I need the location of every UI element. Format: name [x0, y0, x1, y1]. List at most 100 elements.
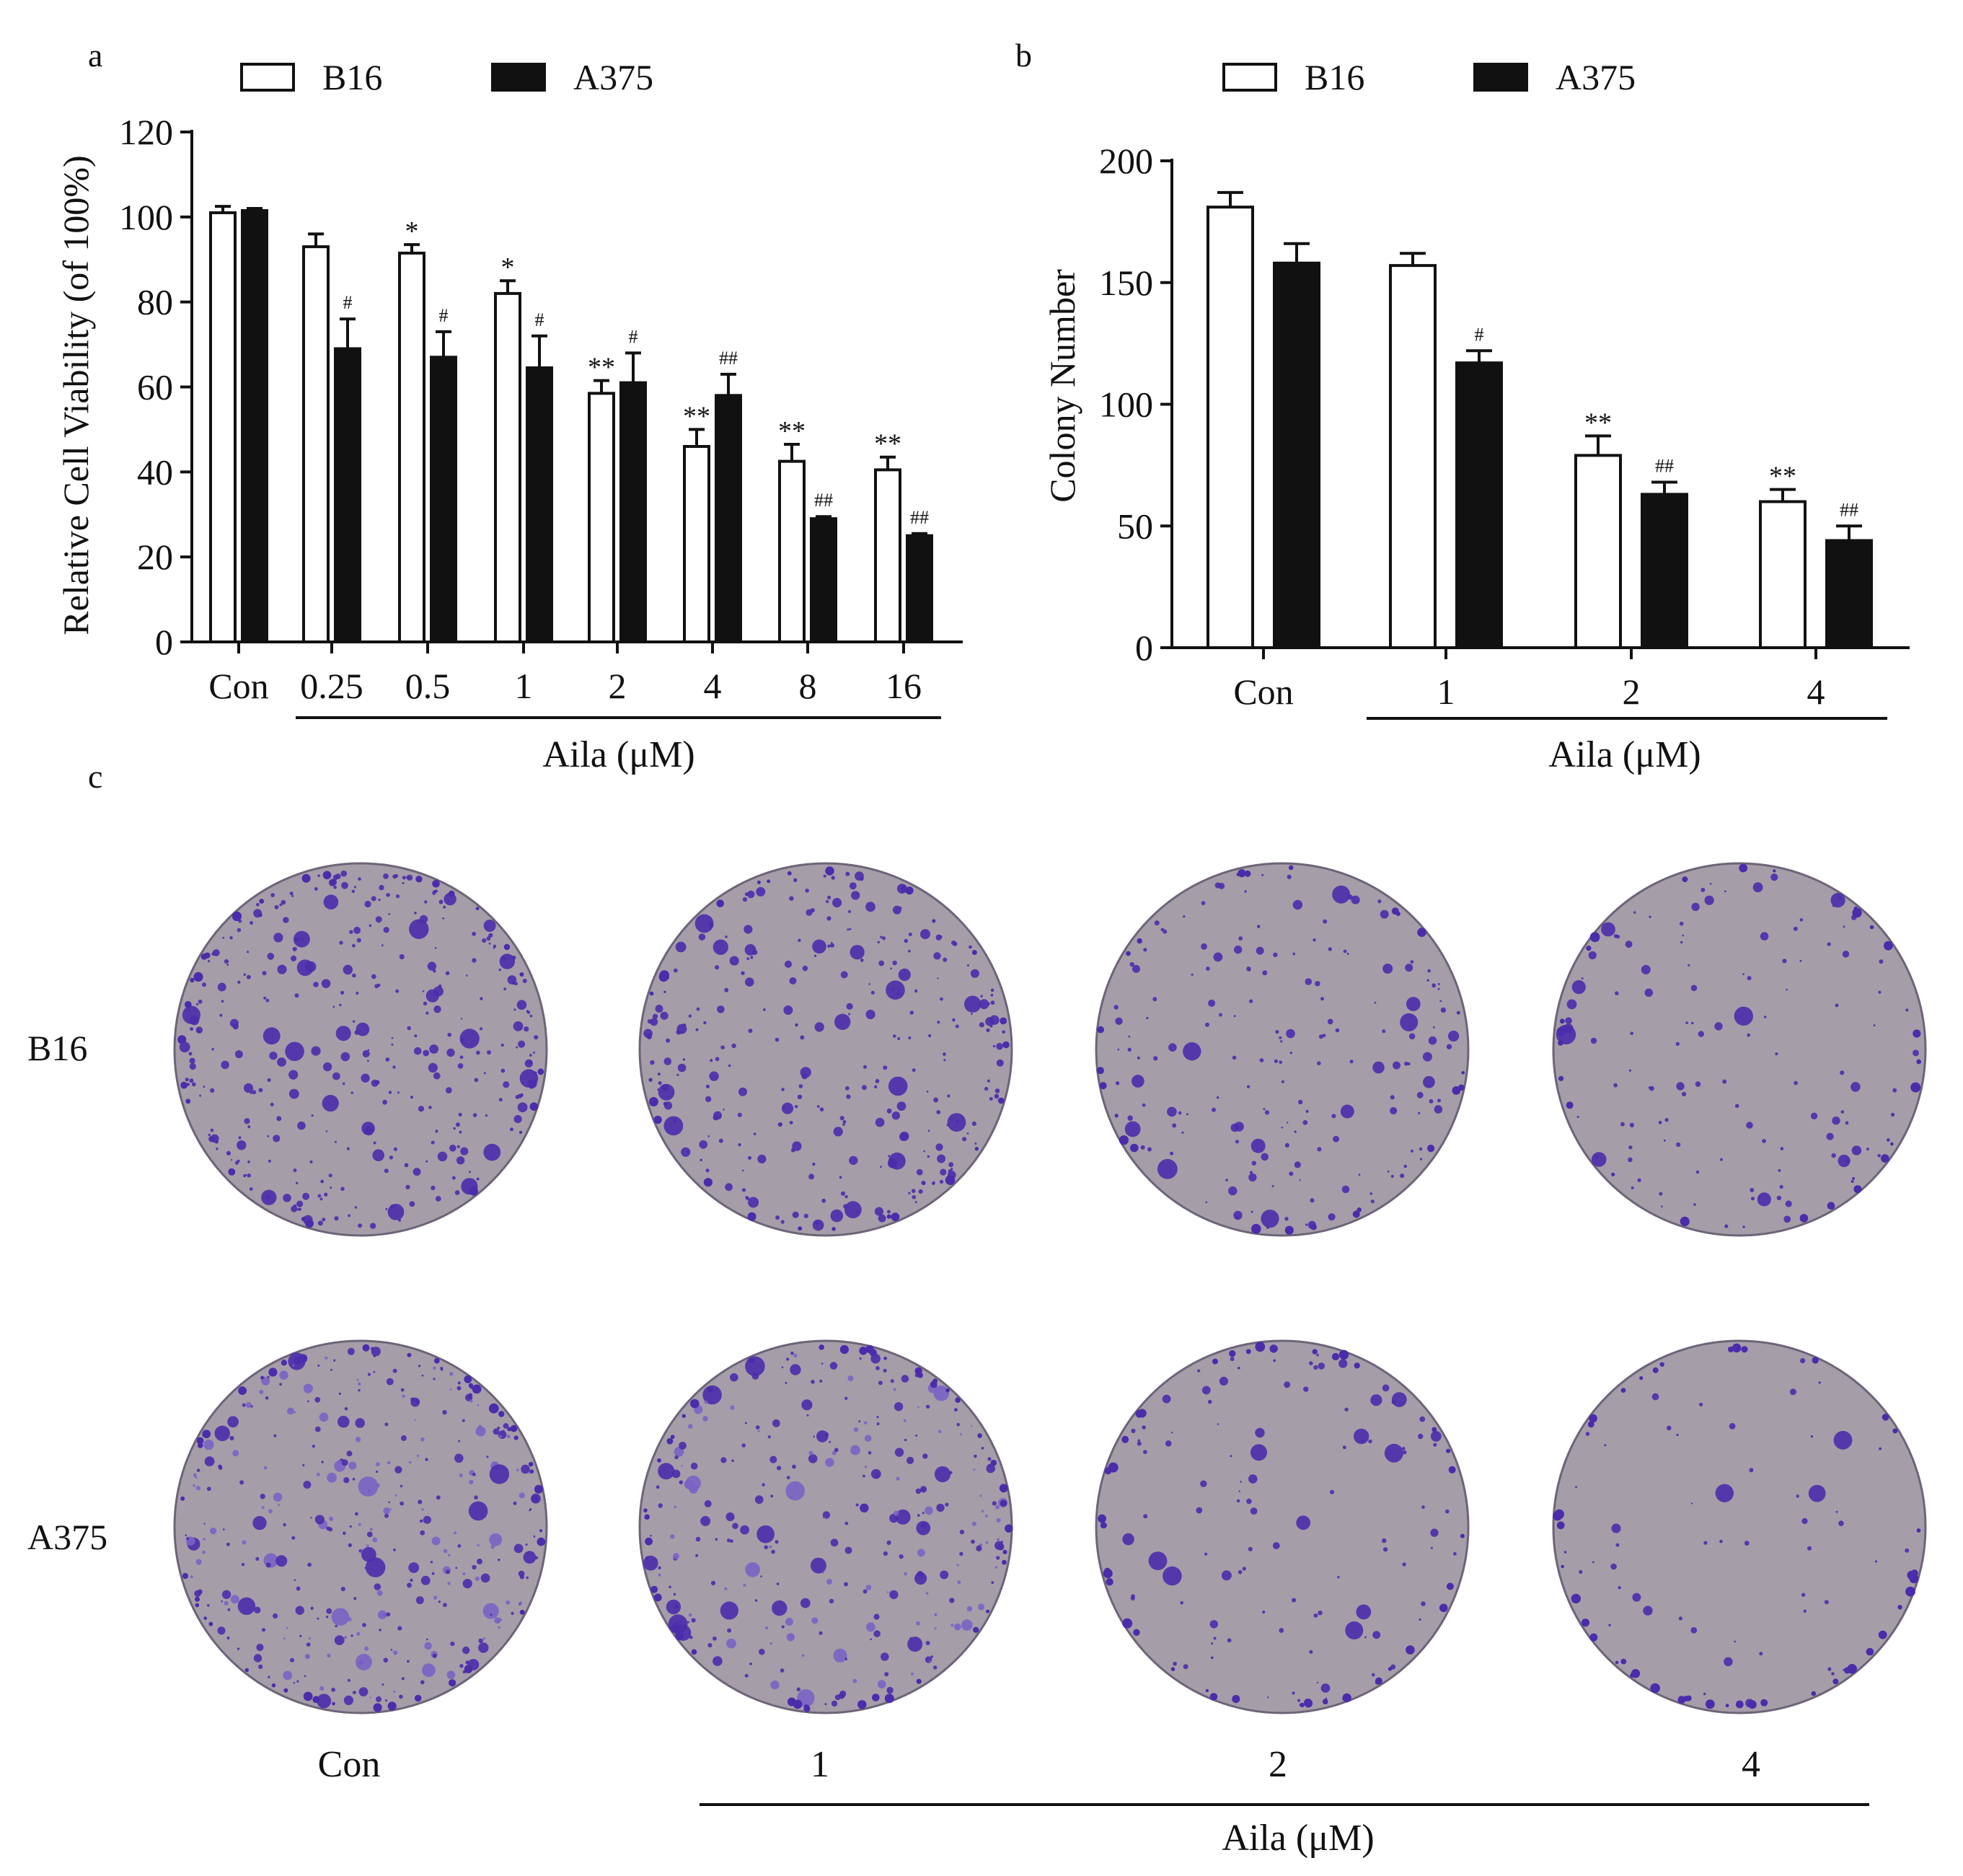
colony: [1430, 1546, 1433, 1549]
colony: [940, 1570, 949, 1580]
colony: [786, 1476, 790, 1479]
panel-b-legend: B16 A375: [1222, 57, 1636, 97]
colony: [1272, 1542, 1280, 1549]
colony: [831, 1450, 837, 1456]
colony: [474, 1495, 478, 1500]
colony: [824, 1517, 826, 1519]
colony-edge: [534, 1484, 543, 1494]
colony: [224, 959, 229, 964]
colony: [292, 946, 297, 951]
colony: [319, 1197, 323, 1201]
colony: [283, 917, 289, 923]
colony: [314, 1515, 325, 1525]
colony: [1430, 1528, 1439, 1537]
colony: [795, 1105, 798, 1109]
colony-edge: [825, 866, 834, 876]
colony: [274, 904, 279, 910]
colony: [329, 1516, 334, 1521]
colony: [214, 1425, 231, 1442]
colony: [431, 1536, 441, 1546]
colony: [247, 1125, 251, 1129]
colony: [1786, 988, 1788, 991]
colony: [1628, 1145, 1633, 1150]
colony: [1644, 988, 1654, 998]
colony: [925, 1592, 929, 1595]
colony: [529, 1054, 532, 1057]
colony: [1210, 1656, 1214, 1660]
colony: [886, 1591, 889, 1593]
colony: [1628, 1157, 1633, 1163]
colony: [434, 947, 437, 949]
colony: [1851, 1145, 1862, 1155]
colony: [1628, 1069, 1632, 1072]
colony: [317, 1694, 332, 1709]
colony: [383, 927, 389, 933]
colony: [1843, 925, 1845, 928]
colony-edge: [387, 1701, 397, 1711]
colony: [193, 1484, 196, 1487]
colony: [1233, 1210, 1243, 1220]
colony: [443, 1549, 448, 1554]
colony: [1419, 1147, 1423, 1151]
colony: [327, 1472, 337, 1483]
colony: [253, 909, 263, 918]
colony-edge: [539, 1529, 542, 1533]
colony-edge: [268, 1368, 278, 1377]
colony: [981, 1510, 984, 1513]
colony: [310, 1606, 314, 1610]
colony: [362, 1623, 366, 1627]
colony: [498, 1626, 500, 1629]
colony-edge: [1897, 1605, 1902, 1610]
colony: [328, 1173, 332, 1178]
colony: [934, 1466, 951, 1483]
colony: [208, 1133, 211, 1137]
colony: [1416, 1091, 1424, 1098]
colony-edge: [716, 899, 724, 907]
colony: [1317, 1061, 1321, 1065]
colony-edge: [1229, 1350, 1236, 1357]
colony: [296, 1181, 299, 1185]
colony-edge: [1300, 1702, 1305, 1707]
colony-edge: [195, 1596, 200, 1602]
panel-a-x-tick-label: 16: [886, 666, 922, 706]
colony: [846, 1003, 853, 1010]
colony: [754, 1599, 758, 1602]
colony: [920, 929, 930, 940]
colony: [343, 1695, 353, 1705]
colony: [938, 1430, 942, 1433]
colony: [1720, 1158, 1723, 1161]
colony: [785, 1618, 793, 1626]
colony: [364, 900, 371, 908]
colony: [392, 1065, 396, 1069]
colony: [226, 1150, 231, 1155]
colony: [881, 1652, 889, 1661]
colony: [684, 1479, 694, 1489]
colony: [688, 1613, 692, 1617]
colony: [1261, 1153, 1269, 1161]
colony: [788, 1635, 793, 1639]
colony: [1432, 1026, 1435, 1029]
colony: [414, 1419, 416, 1421]
colony-edge: [510, 1424, 518, 1432]
colony: [719, 1116, 721, 1118]
colony: [290, 1657, 294, 1663]
colony: [1264, 1110, 1270, 1115]
colony: [1317, 1147, 1322, 1152]
colony: [281, 1370, 286, 1375]
colony: [699, 1140, 708, 1149]
colony-edge: [464, 1375, 472, 1383]
colony: [1762, 1139, 1767, 1143]
colony: [1368, 1439, 1372, 1444]
colony: [1213, 1637, 1217, 1640]
colony: [1760, 932, 1769, 941]
panel-a-x-tick-label: 4: [704, 666, 722, 706]
colony: [1448, 1030, 1460, 1042]
colony: [534, 1035, 539, 1040]
colony: [1874, 1560, 1878, 1563]
colony: [1131, 1594, 1135, 1599]
colony-edge: [1244, 870, 1251, 877]
colony: [840, 971, 848, 979]
colony: [1439, 1000, 1442, 1003]
colony-edge: [1104, 1567, 1111, 1575]
